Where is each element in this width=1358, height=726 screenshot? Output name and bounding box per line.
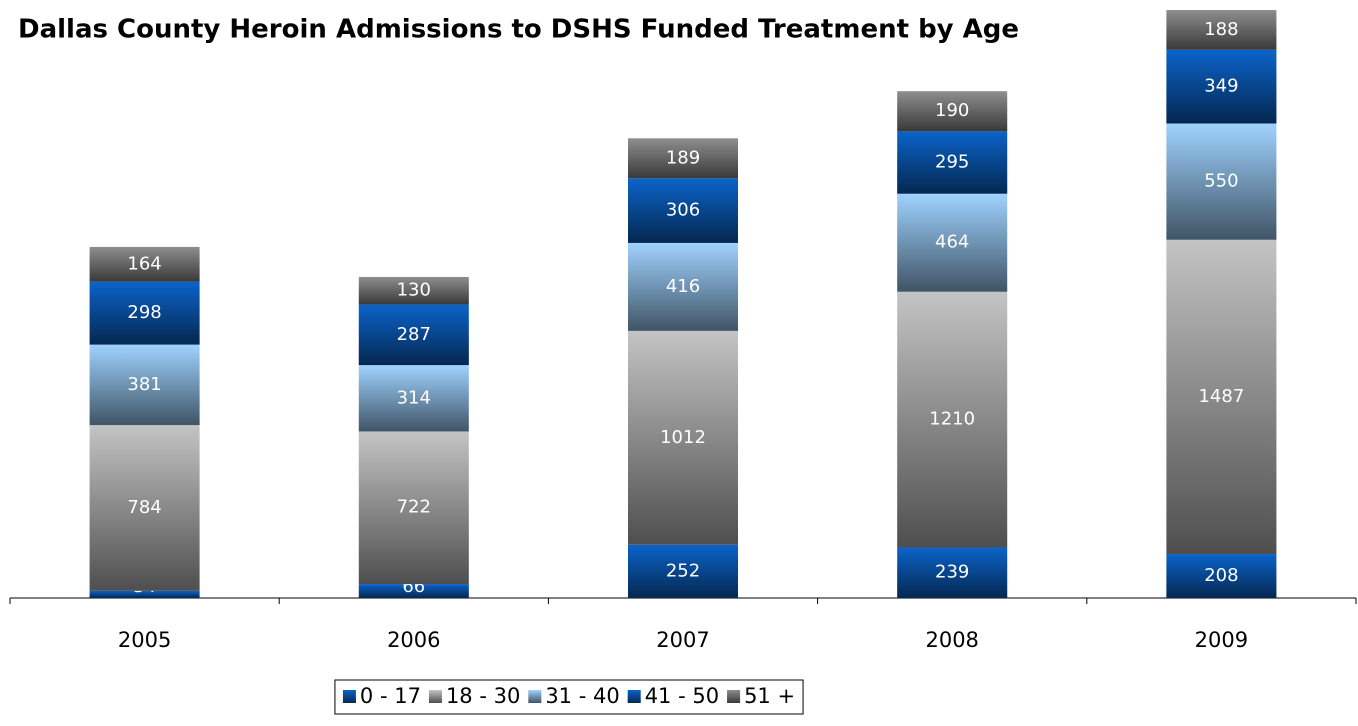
data-label: 784 [127, 497, 161, 518]
legend-label: 0 - 17 [360, 684, 421, 708]
data-label: 416 [666, 276, 700, 297]
data-label: 306 [666, 200, 700, 221]
data-label: 208 [1204, 565, 1238, 586]
data-label: 550 [1204, 171, 1238, 192]
data-label: 722 [397, 497, 431, 518]
legend-label: 18 - 30 [446, 684, 520, 708]
data-label: 189 [666, 147, 700, 168]
data-label: 314 [397, 387, 431, 408]
data-label: 295 [935, 151, 969, 172]
chart-title: Dallas County Heroin Admissions to DSHS … [18, 15, 1019, 45]
legend-label: 51 + [744, 684, 795, 708]
legend: 0 - 17 18 - 30 31 - 40 41 - 50 51 + [342, 684, 795, 708]
x-tick-label: 2005 [118, 628, 171, 652]
data-label: 298 [127, 302, 161, 323]
data-label: 1487 [1198, 386, 1244, 407]
x-tick-label: 2007 [656, 628, 709, 652]
legend-swatch-shade [627, 690, 641, 703]
data-label: 287 [397, 324, 431, 345]
data-label: 130 [397, 280, 431, 301]
legend-swatch-shade [528, 690, 542, 703]
data-label: 1210 [929, 409, 975, 430]
data-label: 464 [935, 232, 969, 253]
x-tick-label: 2008 [925, 628, 978, 652]
legend-swatch-shade [428, 690, 442, 703]
data-label: 190 [935, 100, 969, 121]
data-label: 252 [666, 560, 700, 581]
x-tick-label: 2009 [1195, 628, 1248, 652]
data-label: 239 [935, 562, 969, 583]
legend-label: 41 - 50 [645, 684, 719, 708]
x-tick-label: 2006 [387, 628, 440, 652]
data-label: 381 [127, 374, 161, 395]
data-label: 1012 [660, 427, 706, 448]
legend-box [334, 679, 804, 715]
data-label: 188 [1204, 19, 1238, 40]
data-label: 164 [127, 253, 161, 274]
legend-swatch-shade [342, 690, 356, 703]
plot: 3478438129816466722314287130252101241630… [89, 10, 1277, 598]
legend-label: 31 - 40 [545, 684, 619, 708]
legend-swatch-shade [727, 690, 741, 703]
data-label: 349 [1204, 76, 1238, 97]
